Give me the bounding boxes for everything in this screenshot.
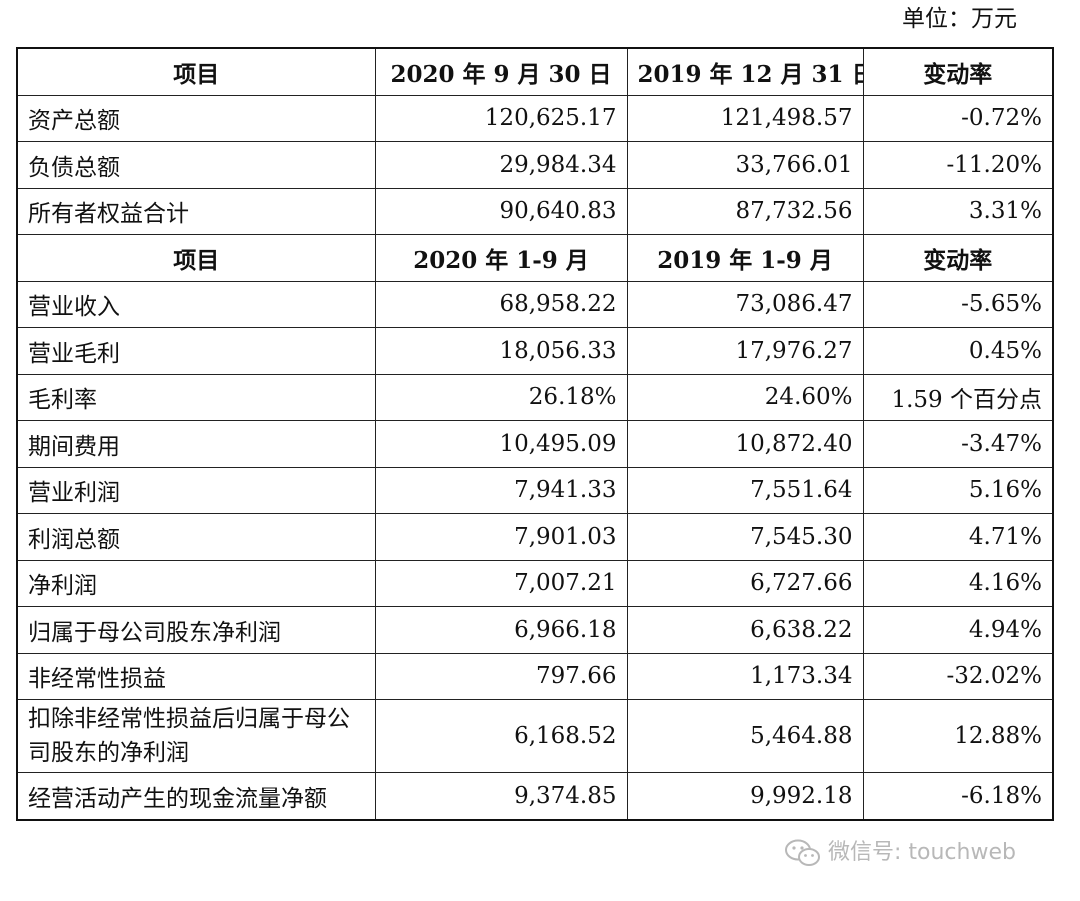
value-2020: 9,374.85: [374, 772, 628, 820]
row-label: 扣除非经常性损益后归属于母公司股东的净利润: [16, 699, 376, 773]
change-rate: -3.47%: [862, 420, 1054, 468]
row-label: 经营活动产生的现金流量净额: [16, 772, 376, 820]
header-change-rate: 变动率: [862, 234, 1054, 282]
row-label: 所有者权益合计: [16, 187, 376, 235]
row-label: 归属于母公司股东净利润: [16, 606, 376, 654]
table-row: 归属于母公司股东净利润 6,966.18 6,638.22 4.94%: [16, 606, 1054, 654]
row-label: 净利润: [16, 559, 376, 607]
value-2020: 6,168.52: [374, 699, 628, 773]
value-2019: 5,464.88: [626, 699, 864, 773]
value-2019: 87,732.56: [626, 187, 864, 235]
table-row: 毛利率 26.18% 24.60% 1.59 个百分点: [16, 373, 1054, 421]
change-rate: -5.65%: [862, 280, 1054, 328]
value-2019: 73,086.47: [626, 280, 864, 328]
change-rate: 12.88%: [862, 699, 1054, 773]
table-row: 所有者权益合计 90,640.83 87,732.56 3.31%: [16, 187, 1054, 235]
header-date-2020: 2020 年 9 月 30 日: [374, 47, 628, 96]
change-rate: 0.45%: [862, 327, 1054, 375]
value-2019: 24.60%: [626, 373, 864, 421]
value-2019: 121,498.57: [626, 94, 864, 142]
value-2020: 797.66: [374, 652, 628, 700]
row-label: 资产总额: [16, 94, 376, 142]
value-2020: 10,495.09: [374, 420, 628, 468]
watermark: 微信号: touchweb: [784, 838, 1016, 868]
unit-label: 单位：万元: [902, 6, 1017, 32]
value-2020: 18,056.33: [374, 327, 628, 375]
row-label: 营业毛利: [16, 327, 376, 375]
table-row: 营业收入 68,958.22 73,086.47 -5.65%: [16, 280, 1054, 328]
table-row: 净利润 7,007.21 6,727.66 4.16%: [16, 559, 1054, 607]
table-row: 非经常性损益 797.66 1,173.34 -32.02%: [16, 652, 1054, 700]
value-2019: 7,551.64: [626, 466, 864, 514]
change-rate: -0.72%: [862, 94, 1054, 142]
header-item: 项目: [16, 47, 376, 96]
row-label: 利润总额: [16, 513, 376, 561]
table-row: 利润总额 7,901.03 7,545.30 4.71%: [16, 513, 1054, 561]
row-label: 毛利率: [16, 373, 376, 421]
value-2019: 7,545.30: [626, 513, 864, 561]
value-2019: 33,766.01: [626, 141, 864, 189]
change-rate: 4.16%: [862, 559, 1054, 607]
header-period-2020: 2020 年 1-9 月: [374, 234, 628, 282]
change-rate: 4.71%: [862, 513, 1054, 561]
change-rate: -11.20%: [862, 141, 1054, 189]
row-label: 负债总额: [16, 141, 376, 189]
value-2020: 29,984.34: [374, 141, 628, 189]
value-2020: 26.18%: [374, 373, 628, 421]
change-rate: -6.18%: [862, 772, 1054, 820]
table-row: 资产总额 120,625.17 121,498.57 -0.72%: [16, 94, 1054, 142]
value-2020: 120,625.17: [374, 94, 628, 142]
value-2019: 10,872.40: [626, 420, 864, 468]
table-row: 经营活动产生的现金流量净额 9,374.85 9,992.18 -6.18%: [16, 772, 1054, 820]
value-2020: 6,966.18: [374, 606, 628, 654]
income-header-row: 项目 2020 年 1-9 月 2019 年 1-9 月 变动率: [16, 234, 1054, 282]
table-row: 期间费用 10,495.09 10,872.40 -3.47%: [16, 420, 1054, 468]
change-rate: 3.31%: [862, 187, 1054, 235]
row-label: 非经常性损益: [16, 652, 376, 700]
financial-summary-table: 项目 2020 年 9 月 30 日 2019 年 12 月 31 日 变动率 …: [16, 47, 1054, 821]
wechat-icon: [784, 838, 822, 868]
value-2019: 6,638.22: [626, 606, 864, 654]
value-2019: 9,992.18: [626, 772, 864, 820]
value-2020: 7,007.21: [374, 559, 628, 607]
value-2020: 7,941.33: [374, 466, 628, 514]
table-row: 负债总额 29,984.34 33,766.01 -11.20%: [16, 141, 1054, 189]
change-rate: 1.59 个百分点: [862, 373, 1054, 421]
value-2020: 90,640.83: [374, 187, 628, 235]
header-period-2019: 2019 年 1-9 月: [626, 234, 864, 282]
change-rate: 5.16%: [862, 466, 1054, 514]
header-item: 项目: [16, 234, 376, 282]
value-2019: 17,976.27: [626, 327, 864, 375]
watermark-text: 微信号: touchweb: [828, 840, 1016, 865]
table-row: 营业毛利 18,056.33 17,976.27 0.45%: [16, 327, 1054, 375]
balance-header-row: 项目 2020 年 9 月 30 日 2019 年 12 月 31 日 变动率: [16, 47, 1054, 96]
header-date-2019: 2019 年 12 月 31 日: [626, 47, 864, 96]
value-2019: 6,727.66: [626, 559, 864, 607]
row-label: 营业收入: [16, 280, 376, 328]
value-2020: 68,958.22: [374, 280, 628, 328]
row-label: 期间费用: [16, 420, 376, 468]
value-2019: 1,173.34: [626, 652, 864, 700]
header-change-rate: 变动率: [862, 47, 1054, 96]
value-2020: 7,901.03: [374, 513, 628, 561]
change-rate: 4.94%: [862, 606, 1054, 654]
table-row: 扣除非经常性损益后归属于母公司股东的净利润 6,168.52 5,464.88 …: [16, 699, 1054, 773]
table-row: 营业利润 7,941.33 7,551.64 5.16%: [16, 466, 1054, 514]
row-label: 营业利润: [16, 466, 376, 514]
change-rate: -32.02%: [862, 652, 1054, 700]
